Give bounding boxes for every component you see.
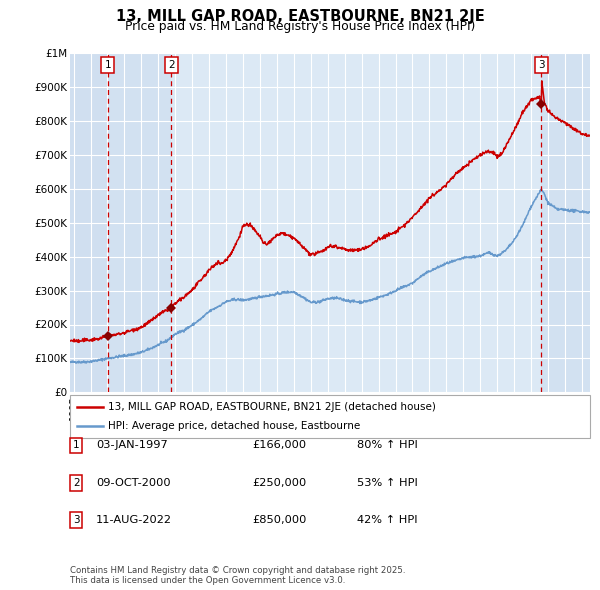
Text: 03-JAN-1997: 03-JAN-1997: [96, 441, 168, 450]
Text: 3: 3: [73, 515, 80, 525]
Text: 53% ↑ HPI: 53% ↑ HPI: [357, 478, 418, 487]
Text: 1: 1: [104, 60, 111, 70]
Text: 11-AUG-2022: 11-AUG-2022: [96, 515, 172, 525]
Text: 2: 2: [168, 60, 175, 70]
Text: 80% ↑ HPI: 80% ↑ HPI: [357, 441, 418, 450]
Text: Price paid vs. HM Land Registry's House Price Index (HPI): Price paid vs. HM Land Registry's House …: [125, 20, 475, 33]
Text: 42% ↑ HPI: 42% ↑ HPI: [357, 515, 418, 525]
Text: 13, MILL GAP ROAD, EASTBOURNE, BN21 2JE: 13, MILL GAP ROAD, EASTBOURNE, BN21 2JE: [116, 9, 484, 24]
Text: £166,000: £166,000: [252, 441, 306, 450]
Bar: [107, 53, 172, 392]
Text: HPI: Average price, detached house, Eastbourne: HPI: Average price, detached house, East…: [108, 421, 360, 431]
Text: 13, MILL GAP ROAD, EASTBOURNE, BN21 2JE (detached house): 13, MILL GAP ROAD, EASTBOURNE, BN21 2JE …: [108, 402, 436, 412]
Text: £850,000: £850,000: [252, 515, 307, 525]
Bar: [541, 53, 590, 392]
Text: 2: 2: [73, 478, 80, 487]
Text: 1: 1: [73, 441, 80, 450]
Text: 3: 3: [538, 60, 545, 70]
Bar: [70, 53, 107, 392]
Text: £250,000: £250,000: [252, 478, 306, 487]
Text: Contains HM Land Registry data © Crown copyright and database right 2025.
This d: Contains HM Land Registry data © Crown c…: [70, 566, 406, 585]
Text: 09-OCT-2000: 09-OCT-2000: [96, 478, 170, 487]
